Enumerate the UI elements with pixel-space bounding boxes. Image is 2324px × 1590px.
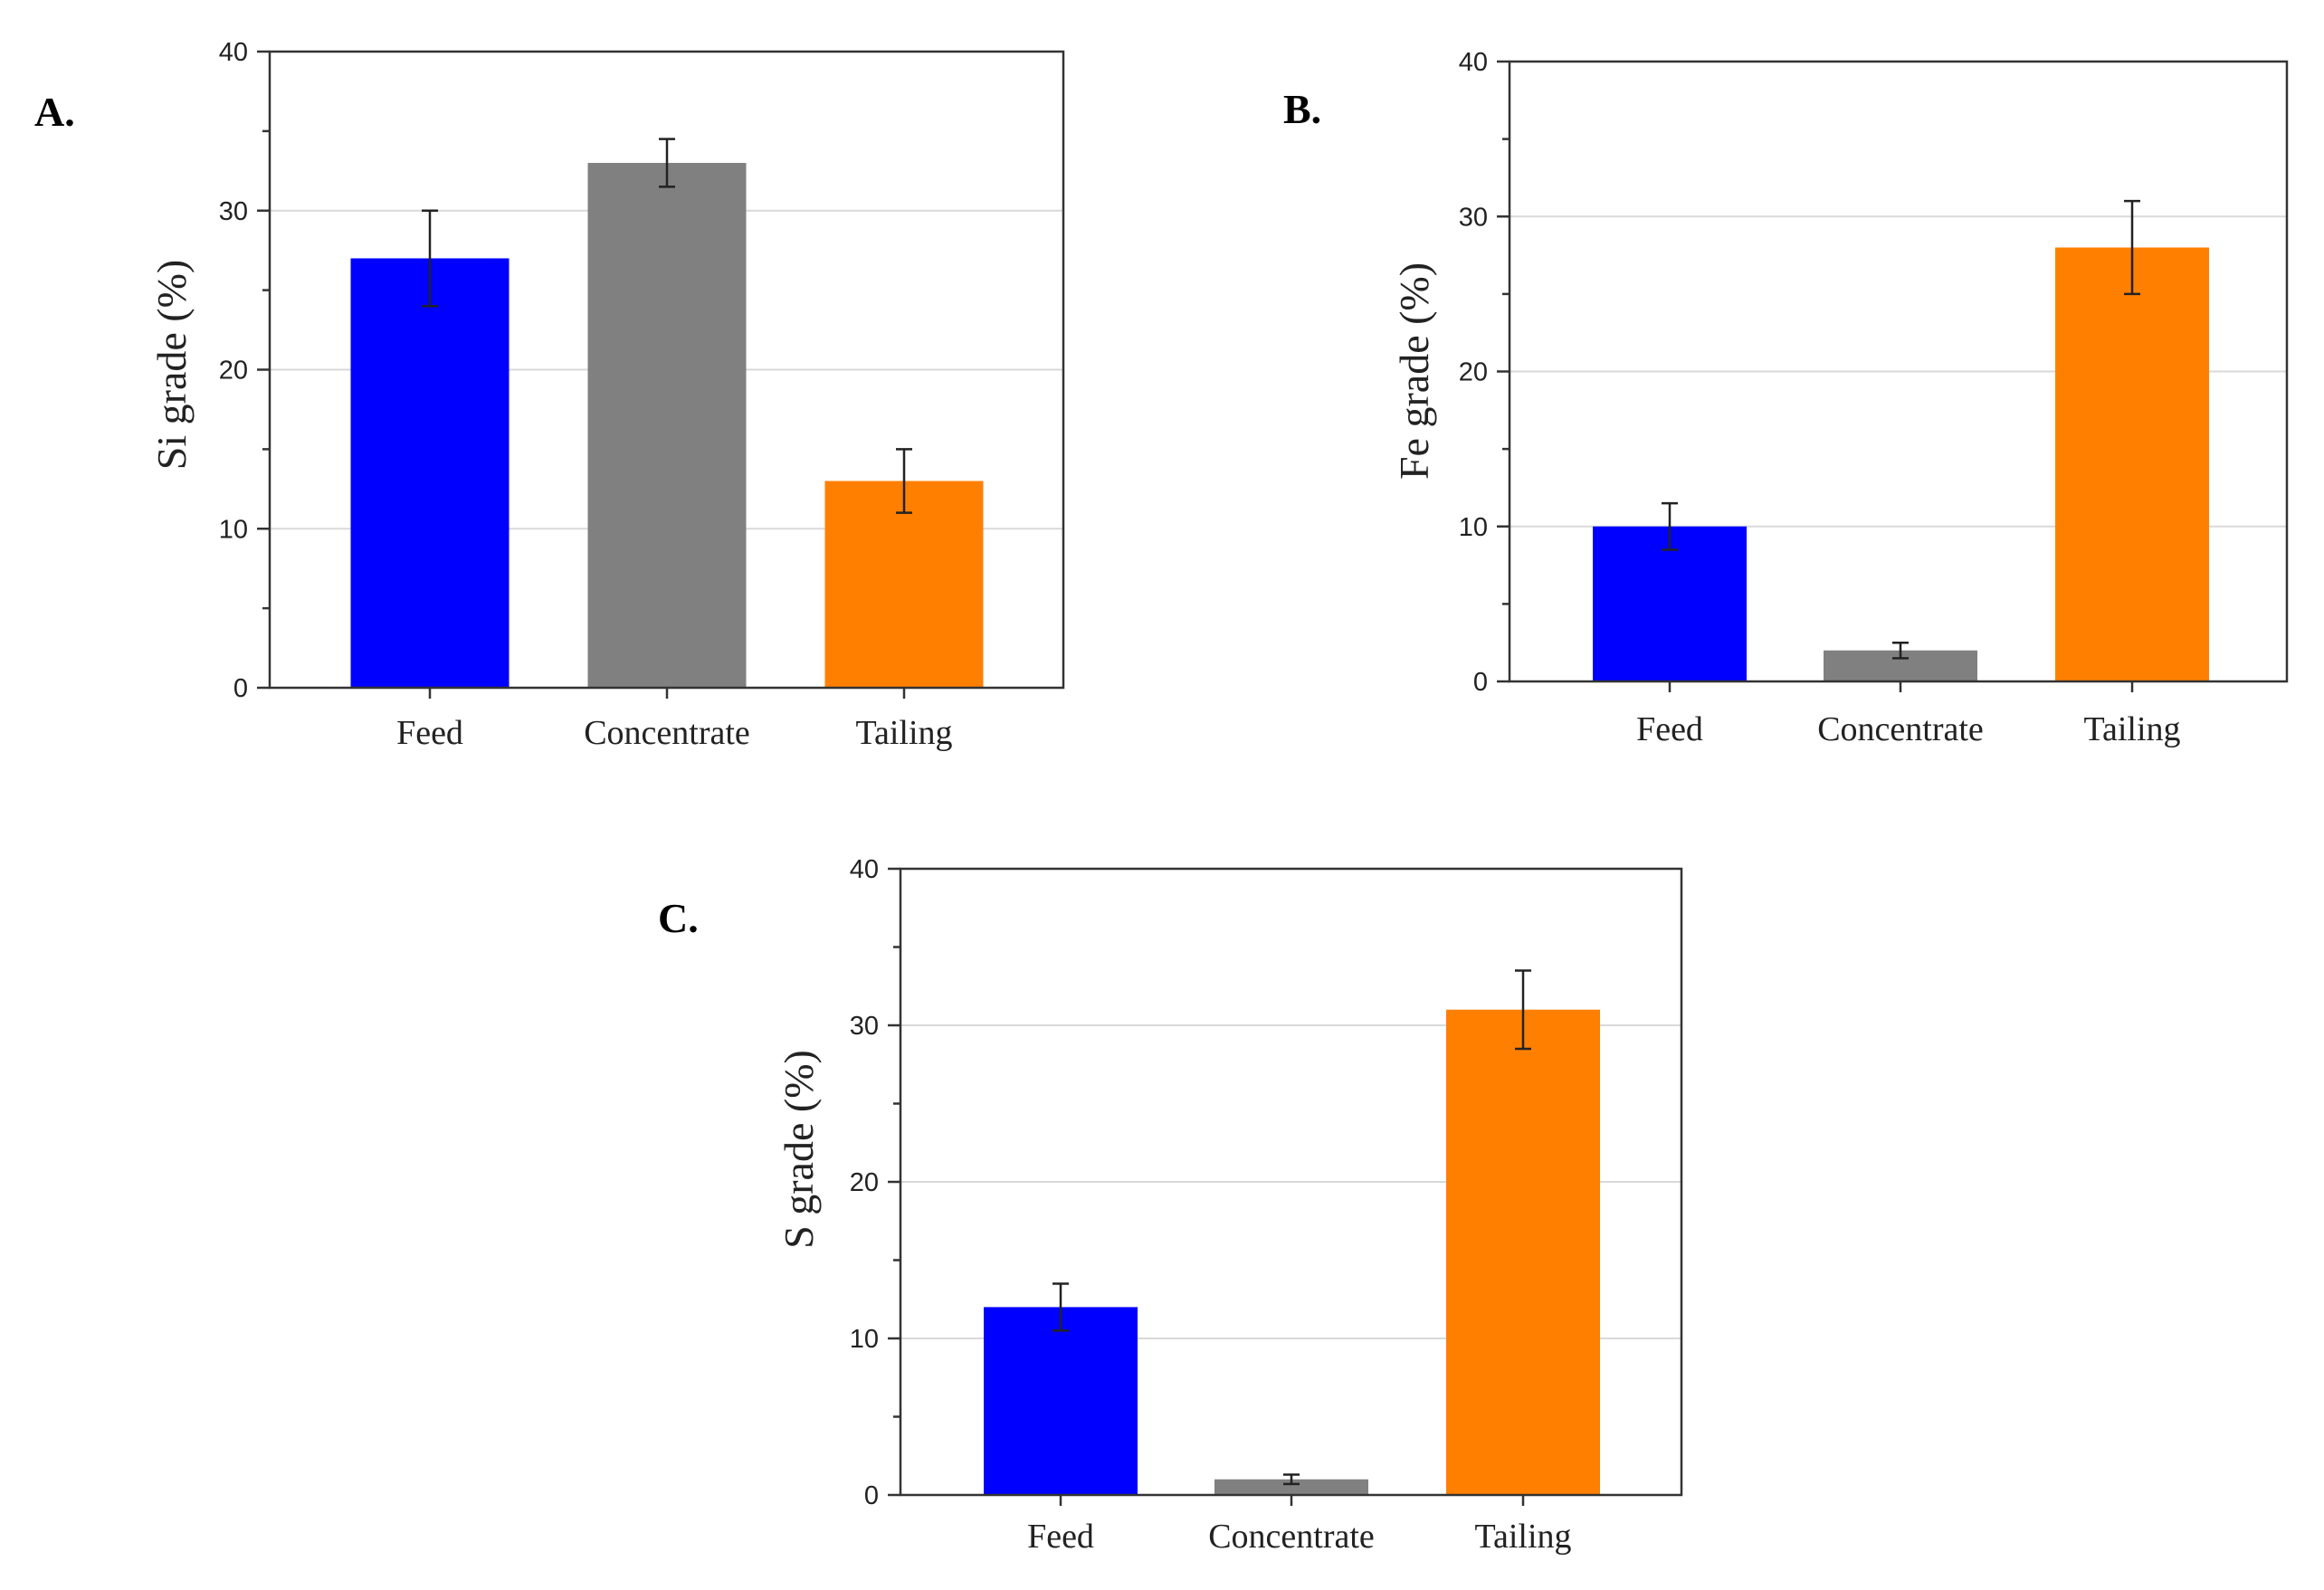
- y-tick-label: 0: [233, 674, 248, 703]
- y-tick-label: 20: [1459, 358, 1488, 387]
- y-tick-label: 30: [850, 1012, 879, 1041]
- category-label-concentrate: Concentrate: [584, 714, 750, 752]
- y-tick-label: 30: [1459, 203, 1488, 232]
- bar-tailing: [1446, 1009, 1600, 1495]
- chart-fe-grade: B. Fe grade (%) Feed Concentrate Tailing 0 1…: [1283, 48, 2289, 748]
- y-tick-label: 10: [219, 515, 248, 544]
- bar-feed: [1593, 526, 1747, 681]
- chart-s-grade: C. S grade (%) Feed Concentrate Tailing 0 10…: [658, 855, 1683, 1556]
- y-axis-title-si: Si grade (%): [148, 260, 195, 470]
- y-tick-label: 10: [1459, 513, 1488, 542]
- panel-label-a: A.: [34, 89, 75, 135]
- category-label-feed: Feed: [396, 714, 463, 752]
- category-label-concentrate: Concentrate: [1817, 710, 1984, 748]
- bar-concentrate: [1214, 1479, 1368, 1495]
- chart-si-grade: A. Si grade (%) Feed Concentrate Tailing 0 1…: [34, 38, 1065, 752]
- y-axis-title-s: S grade (%): [776, 1050, 822, 1249]
- category-label-feed: Feed: [1027, 1518, 1094, 1556]
- category-label-concentrate: Concentrate: [1208, 1518, 1375, 1556]
- y-tick-label: 30: [219, 197, 248, 226]
- bar-feed: [350, 258, 510, 688]
- category-label-tailing: Tailing: [1474, 1518, 1571, 1556]
- bar-concentrate: [587, 163, 747, 688]
- y-tick-label: 0: [1473, 668, 1488, 697]
- panel-label-b: B.: [1283, 86, 1321, 132]
- y-tick-label: 40: [1459, 48, 1488, 77]
- category-label-tailing: Tailing: [2083, 710, 2180, 748]
- y-tick-label: 40: [850, 855, 879, 884]
- category-label-tailing: Tailing: [855, 714, 952, 752]
- y-tick-label: 0: [864, 1481, 879, 1510]
- y-tick-label: 20: [850, 1168, 879, 1197]
- y-tick-label: 20: [219, 357, 248, 386]
- category-label-feed: Feed: [1636, 710, 1703, 748]
- bar-tailing: [824, 481, 984, 688]
- y-axis-title-fe: Fe grade (%): [1391, 262, 1437, 480]
- bar-feed: [984, 1307, 1138, 1495]
- bar-tailing: [2055, 247, 2209, 681]
- panel-label-c: C.: [658, 895, 699, 941]
- y-tick-label: 10: [850, 1325, 879, 1354]
- y-tick-label: 40: [219, 38, 248, 67]
